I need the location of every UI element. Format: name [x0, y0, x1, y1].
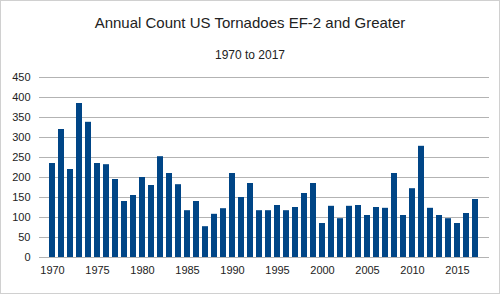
svg-text:200: 200	[12, 171, 30, 183]
svg-text:1970: 1970	[40, 264, 64, 276]
svg-text:2010: 2010	[400, 264, 424, 276]
svg-text:450: 450	[12, 71, 30, 83]
svg-text:1985: 1985	[175, 264, 199, 276]
svg-text:100: 100	[12, 211, 30, 223]
html-text:1970 to 2017: 1970 to 2017	[215, 48, 285, 62]
svg-text:1995: 1995	[265, 264, 289, 276]
svg-text:400: 400	[12, 91, 30, 103]
svg-text:2000: 2000	[310, 264, 334, 276]
svg-text:300: 300	[12, 131, 30, 143]
svg-text:1990: 1990	[220, 264, 244, 276]
svg-text:1975: 1975	[85, 264, 109, 276]
svg-text:2005: 2005	[355, 264, 379, 276]
svg-text:350: 350	[12, 111, 30, 123]
svg-text:1980: 1980	[130, 264, 154, 276]
svg-text:250: 250	[12, 151, 30, 163]
svg-text:2015: 2015	[445, 264, 469, 276]
html-text:Annual Count US Tornadoes EF-2: Annual Count US Tornadoes EF-2 and Great…	[94, 14, 406, 31]
svg-text:150: 150	[12, 191, 30, 203]
svg-text:0: 0	[24, 251, 30, 263]
svg-text:50: 50	[18, 231, 30, 243]
